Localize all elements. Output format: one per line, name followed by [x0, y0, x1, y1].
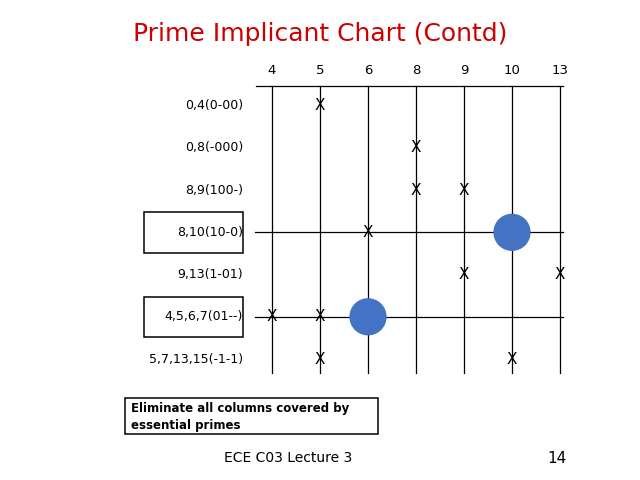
Text: X: X: [363, 225, 373, 240]
Text: 0,4(0-00): 0,4(0-00): [185, 99, 243, 112]
Text: 8,10(10-0): 8,10(10-0): [177, 226, 243, 239]
Text: 10: 10: [504, 64, 520, 77]
Text: X: X: [507, 351, 517, 367]
Bar: [125, 398, 378, 434]
Text: 0,8(-000): 0,8(-000): [185, 141, 243, 155]
Bar: [144, 297, 243, 337]
Text: Prime Implicant Chart (Contd): Prime Implicant Chart (Contd): [133, 22, 507, 46]
Text: X: X: [315, 351, 325, 367]
Text: X: X: [459, 182, 469, 198]
Ellipse shape: [494, 215, 530, 250]
Text: 5: 5: [316, 64, 324, 77]
Text: essential primes: essential primes: [131, 419, 241, 432]
Text: X: X: [459, 267, 469, 282]
Text: 4,5,6,7(01--): 4,5,6,7(01--): [165, 310, 243, 324]
Text: 4: 4: [268, 64, 276, 77]
Text: X: X: [315, 98, 325, 113]
Text: 9,13(1-01): 9,13(1-01): [177, 268, 243, 281]
Bar: [144, 212, 243, 252]
Text: Eliminate all columns covered by: Eliminate all columns covered by: [131, 402, 349, 415]
Text: 8: 8: [412, 64, 420, 77]
Text: X: X: [315, 309, 325, 324]
Text: X: X: [555, 267, 565, 282]
Text: 6: 6: [364, 64, 372, 77]
Text: 5,7,13,15(-1-1): 5,7,13,15(-1-1): [149, 352, 243, 366]
Text: ECE C03 Lecture 3: ECE C03 Lecture 3: [224, 451, 352, 466]
Ellipse shape: [350, 299, 386, 335]
Text: 9: 9: [460, 64, 468, 77]
Text: X: X: [411, 140, 421, 156]
Text: X: X: [411, 182, 421, 198]
Text: 8,9(100-): 8,9(100-): [185, 183, 243, 197]
Text: X: X: [267, 309, 277, 324]
Text: 14: 14: [547, 451, 566, 466]
Text: 13: 13: [552, 64, 568, 77]
